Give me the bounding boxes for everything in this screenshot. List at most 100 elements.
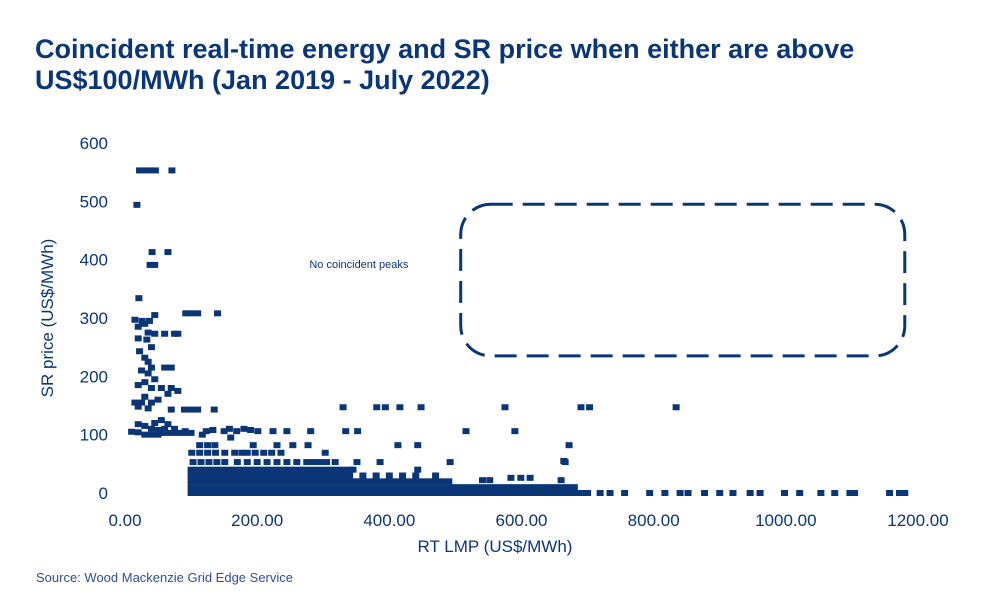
data-point — [148, 249, 156, 256]
data-point — [240, 490, 248, 496]
data-point — [161, 429, 169, 436]
data-point — [273, 466, 281, 473]
data-point — [240, 484, 248, 491]
data-point — [346, 484, 354, 491]
data-point — [187, 478, 195, 485]
data-point — [313, 490, 321, 496]
data-point — [227, 484, 235, 491]
data-point — [586, 404, 594, 411]
data-point — [425, 484, 433, 491]
data-point — [220, 490, 228, 496]
data-point — [359, 484, 367, 491]
data-point — [225, 425, 233, 432]
data-point — [366, 490, 374, 496]
data-point — [323, 459, 331, 466]
data-point — [233, 466, 241, 473]
data-point — [504, 484, 512, 491]
data-point — [260, 490, 268, 496]
data-point — [207, 484, 215, 491]
data-point — [231, 449, 239, 456]
data-point — [511, 428, 519, 435]
data-point — [313, 466, 321, 473]
data-point — [306, 484, 314, 491]
data-point — [154, 396, 162, 403]
data-point — [161, 364, 169, 371]
data-point — [147, 364, 155, 371]
data-point — [414, 466, 422, 473]
data-point — [273, 472, 281, 479]
data-point — [895, 490, 903, 496]
data-point — [342, 428, 350, 435]
data-point — [233, 478, 241, 485]
data-point — [372, 484, 380, 491]
data-point — [349, 466, 357, 473]
data-point — [151, 261, 159, 268]
x-tick-label: 1200.00 — [887, 511, 948, 530]
data-point — [194, 310, 202, 317]
data-point — [445, 490, 453, 496]
data-point — [214, 466, 222, 473]
data-point — [247, 472, 255, 479]
annotation-label: No coincident peaks — [309, 259, 409, 271]
data-point — [445, 484, 453, 491]
data-point — [551, 484, 559, 491]
data-point — [498, 484, 506, 491]
data-point — [557, 490, 565, 496]
data-point — [251, 449, 259, 456]
data-point — [746, 490, 754, 496]
data-point — [220, 472, 228, 479]
data-point — [247, 427, 255, 433]
data-point — [299, 484, 307, 491]
data-point — [194, 484, 202, 491]
data-point — [570, 490, 578, 496]
data-point — [141, 354, 149, 361]
data-point — [309, 459, 317, 466]
data-point — [332, 484, 340, 491]
data-point — [319, 472, 327, 479]
data-point — [517, 474, 525, 481]
data-point — [293, 484, 301, 491]
data-point — [354, 428, 362, 435]
data-point — [544, 484, 552, 491]
data-point — [141, 431, 149, 438]
data-point — [646, 490, 654, 496]
data-point — [143, 336, 151, 343]
data-point — [352, 478, 360, 485]
data-point — [565, 442, 573, 449]
data-point — [273, 478, 281, 485]
data-point — [484, 484, 492, 491]
data-point — [524, 484, 532, 491]
data-point — [260, 449, 268, 456]
data-point — [551, 490, 559, 496]
data-point — [147, 344, 155, 351]
data-points — [128, 167, 909, 496]
data-point — [531, 490, 539, 496]
data-point — [418, 490, 426, 496]
data-point — [781, 490, 789, 496]
data-point — [189, 459, 197, 466]
data-point — [684, 490, 692, 496]
data-point — [133, 201, 141, 208]
data-point — [253, 459, 261, 466]
data-point — [268, 449, 276, 456]
data-point — [227, 478, 235, 485]
data-point — [194, 406, 202, 413]
data-point — [293, 472, 301, 479]
data-point — [220, 466, 228, 473]
data-point — [200, 478, 208, 485]
data-point — [283, 459, 291, 466]
data-point — [240, 425, 248, 432]
data-point — [266, 478, 274, 485]
data-point — [339, 490, 347, 496]
data-point — [346, 478, 354, 485]
data-point — [273, 459, 281, 466]
data-point — [479, 477, 487, 484]
data-point — [187, 310, 195, 317]
data-point — [200, 466, 208, 473]
source-note: Source: Wood Mackenzie Grid Edge Service — [36, 570, 293, 585]
data-point — [207, 472, 215, 479]
data-point — [458, 484, 466, 491]
data-point — [396, 404, 404, 411]
data-point — [266, 490, 274, 496]
data-point — [471, 484, 479, 491]
